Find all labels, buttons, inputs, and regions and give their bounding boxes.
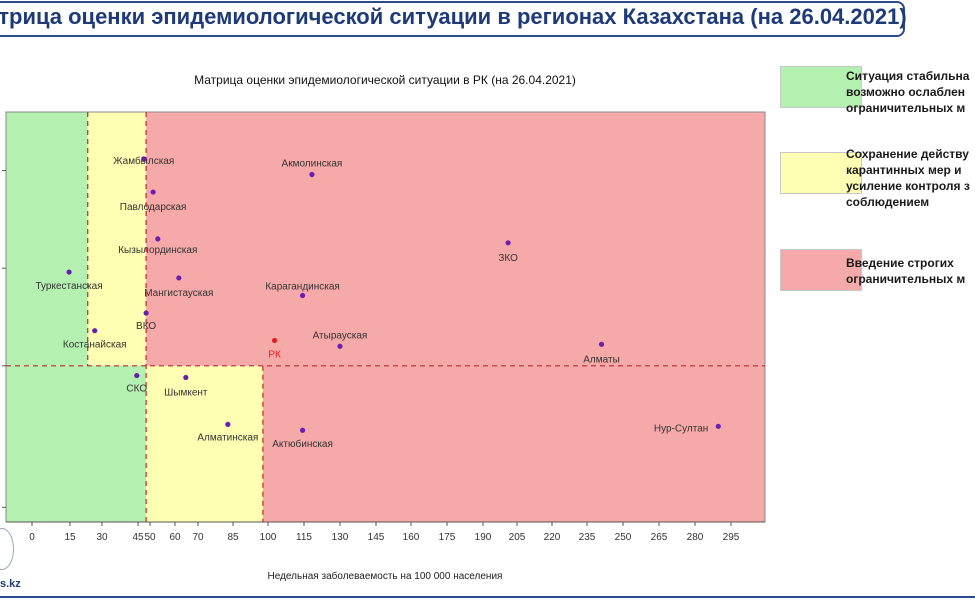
x-tick-label: 15 <box>64 532 76 543</box>
point-label: Шымкент <box>164 388 208 399</box>
legend-swatch-1 <box>780 152 862 194</box>
data-point <box>299 427 306 433</box>
point-label: ВКО <box>136 321 156 332</box>
data-point <box>309 171 315 178</box>
point-label: Актюбинская <box>272 438 333 450</box>
x-tick-label: 250 <box>615 532 632 543</box>
data-point <box>155 236 161 242</box>
x-tick-label: 85 <box>227 532 239 543</box>
data-point <box>183 374 189 381</box>
guide-lines-layer <box>6 112 765 522</box>
x-tick-label: 235 <box>579 532 596 543</box>
data-point <box>150 189 156 195</box>
footer-text: s.kz <box>0 578 21 590</box>
x-tick-label: 160 <box>403 532 420 543</box>
data-point <box>715 423 721 429</box>
x-tick-label: 70 <box>192 532 204 543</box>
point-label: Акмолинская <box>282 158 343 169</box>
page-title: атрица оценки эпидемиологической ситуаци… <box>0 4 907 29</box>
x-tick-label: 220 <box>544 532 561 543</box>
data-point <box>337 343 343 349</box>
legend-label-2: Введение строгих ограничительных м <box>846 256 966 286</box>
x-tick-label: 205 <box>509 532 526 543</box>
axis-layer: 0 15 30 45 50 60 70 85 100 115 130 145 160 175 190 205 2… <box>2 170 765 543</box>
legend-label-1: Сохранение действу карантинных мер и усиле… <box>846 147 970 209</box>
labels-layer: Жамбылская Павлодарская Кызылординская Акмо… <box>35 155 708 450</box>
zone-5 <box>262 365 765 522</box>
legend-swatch-2 <box>780 249 862 291</box>
zone-3 <box>6 365 147 522</box>
x-tick-label: 0 <box>29 532 35 543</box>
point-label: Мангистауская <box>144 288 213 299</box>
data-point <box>505 240 511 246</box>
point-label: ЗКО <box>498 253 518 264</box>
x-tick-label: 190 <box>475 532 492 543</box>
x-tick-label: 280 <box>687 532 704 543</box>
point-label: Нур-Султан <box>654 423 708 434</box>
point-label: Карагандинская <box>265 282 340 293</box>
chart-title: Матрица оценки эпидемиологической ситуац… <box>194 73 576 87</box>
point-label: РК <box>268 349 281 360</box>
point-label: Алматинская <box>197 432 258 443</box>
legend-label-0: Ситуация стабильна возможно ослаблен огран… <box>846 69 970 115</box>
zones-layer <box>5 111 766 523</box>
point-label: Жамбылская <box>113 155 174 167</box>
x-tick-label: 30 <box>96 532 108 543</box>
x-tick-label: 100 <box>260 532 277 543</box>
x-tick-label: 145 <box>368 532 385 543</box>
point-label: Павлодарская <box>120 202 187 213</box>
point-label: Атырауская <box>313 330 368 341</box>
points-layer <box>66 156 721 433</box>
data-point <box>299 292 306 299</box>
x-axis-label: Недельная заболеваемость на 100 000 насе… <box>268 570 503 582</box>
point-label: СКО <box>126 384 147 395</box>
x-tick-label: 50 <box>144 532 156 543</box>
zone-0 <box>6 112 88 366</box>
x-tick-label: 45 <box>132 532 144 543</box>
data-point <box>271 337 278 344</box>
legend-swatch-0 <box>780 66 862 108</box>
point-label: Кызылординская <box>118 245 197 256</box>
data-point <box>134 372 140 379</box>
x-tick-label: 115 <box>296 532 312 543</box>
x-tick-label: 130 <box>332 532 349 543</box>
point-label: Костанайская <box>63 340 127 351</box>
x-tick-label: 295 <box>723 532 740 543</box>
point-label: Туркестанская <box>35 281 102 292</box>
scatter-chart: 0 15 30 45 50 60 70 85 100 115 130 145 160 175 190 205 2… <box>2 73 766 582</box>
zone-1 <box>87 112 147 366</box>
data-point <box>598 341 605 347</box>
x-tick-label: 175 <box>439 532 456 543</box>
point-label: Алматы <box>583 354 620 365</box>
x-tick-label: 265 <box>651 532 668 543</box>
title-frame <box>0 1 905 37</box>
data-point <box>225 421 231 427</box>
data-point <box>176 275 182 281</box>
zone-4 <box>146 365 263 522</box>
zone-2 <box>146 112 766 366</box>
data-point <box>141 156 147 162</box>
data-point <box>143 310 149 316</box>
x-tick-label: 60 <box>169 532 181 543</box>
bottom-divider <box>0 596 975 598</box>
data-point <box>92 328 98 334</box>
data-point <box>66 269 72 275</box>
